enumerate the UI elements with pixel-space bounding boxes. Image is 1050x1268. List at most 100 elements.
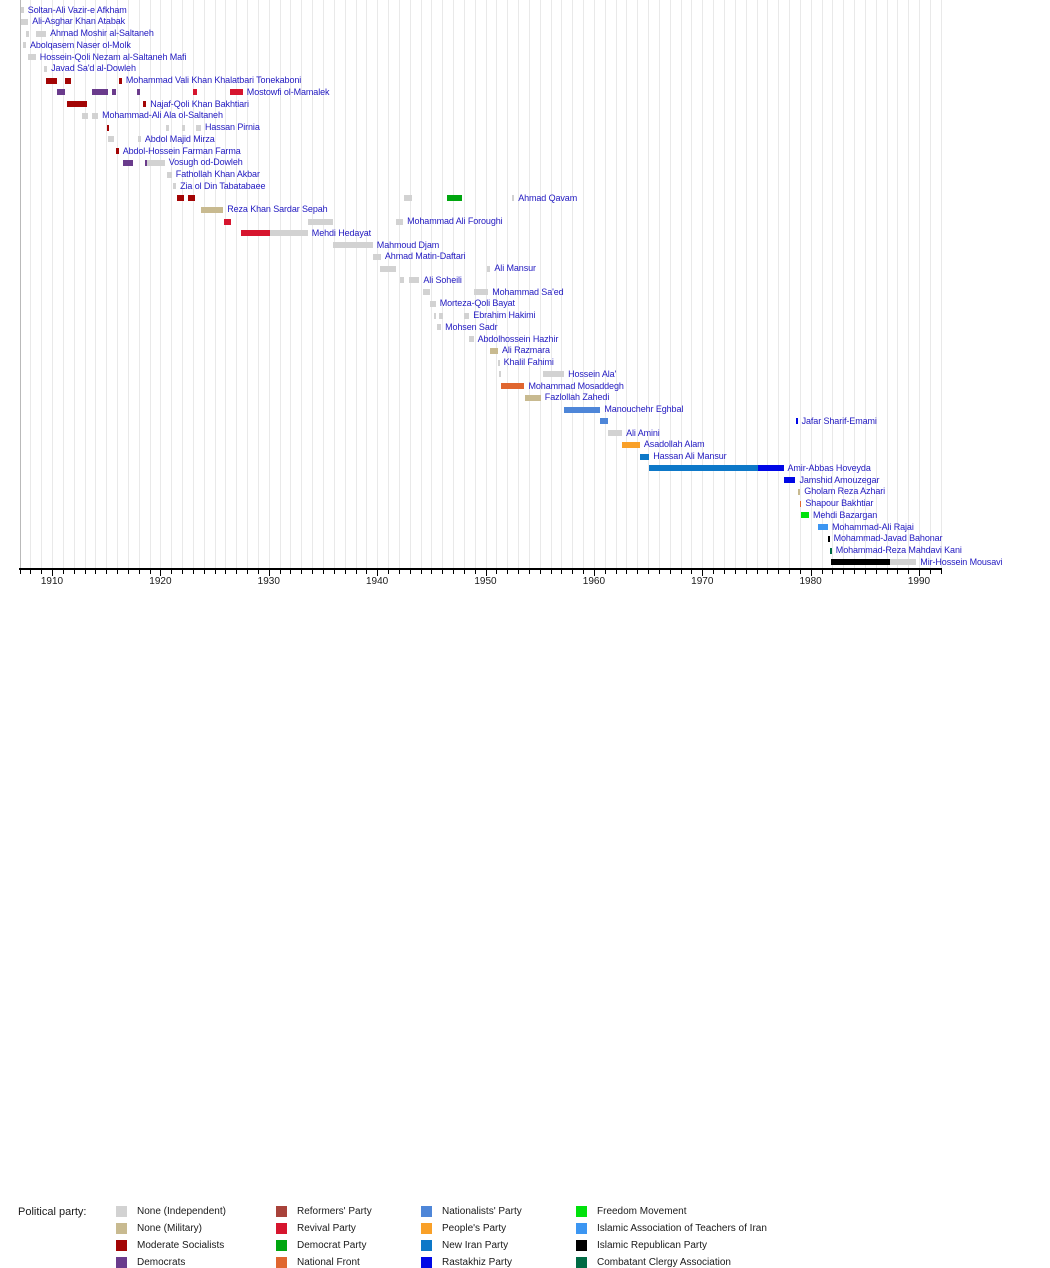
pm-name-label[interactable]: Gholam Reza Azhari: [804, 486, 886, 497]
legend-swatch: [276, 1257, 287, 1268]
term-bar: [107, 124, 110, 131]
pm-name-label[interactable]: Ebrahim Hakimi: [473, 310, 536, 320]
axis-tick: [658, 570, 660, 574]
pm-name-label[interactable]: Mahmoud Djam: [376, 239, 440, 250]
pm-name-label[interactable]: Asadollah Alam: [643, 439, 705, 450]
pm-name-label[interactable]: Zia ol Din Tabatabaee: [180, 180, 266, 191]
axis-tick: [799, 570, 801, 574]
gridline: [127, 0, 129, 568]
axis-tick: [615, 570, 617, 574]
pm-name-label[interactable]: Ali Amini: [626, 427, 660, 438]
legend-swatch: [276, 1206, 287, 1217]
pm-name-label[interactable]: Hossein-Qoli Nezam al-Saltaneh Mafi: [39, 51, 187, 62]
axis-tick: [669, 570, 671, 574]
axis-tick: [810, 570, 812, 576]
pm-name-label[interactable]: Shapour Bakhtiar: [805, 498, 874, 508]
legend-swatch: [421, 1257, 432, 1268]
pm-name-label[interactable]: Mehdi Bazargan: [813, 509, 878, 520]
axis-tick: [257, 570, 259, 574]
gridline: [648, 0, 650, 568]
pm-name-label[interactable]: Abdolhossein Hazhir: [477, 333, 559, 344]
gridline: [713, 0, 715, 568]
pm-name-label[interactable]: Abdol Majid Mirza: [144, 133, 215, 144]
gridline: [398, 0, 400, 568]
pm-name-label[interactable]: Mohammad Ali Foroughi: [407, 216, 503, 226]
axis-tick-label: 1930: [257, 576, 280, 587]
pm-name-label[interactable]: Ali Soheili: [423, 274, 462, 285]
gridline: [62, 0, 64, 568]
term-bar: [434, 312, 437, 319]
legend-label: Rastakhiz Party: [442, 1257, 513, 1268]
gridline: [420, 0, 422, 568]
pm-name-label[interactable]: Reza Khan Sardar Sepah: [227, 204, 328, 215]
pm-name-label[interactable]: Mostowfi ol-Mamalek: [246, 86, 330, 97]
gridline: [864, 0, 866, 568]
term-bar: [799, 500, 802, 507]
term-bar: [307, 218, 333, 225]
gridline: [117, 0, 118, 568]
pm-name-label[interactable]: Jamshid Amouzegar: [799, 474, 880, 485]
gridline: [745, 0, 747, 568]
gridline: [723, 0, 725, 568]
pm-name-label[interactable]: Jafar Sharif-Emami: [801, 415, 877, 426]
axis-tick: [789, 570, 790, 574]
pm-name-label[interactable]: Abolqasem Naser ol-Molk: [30, 39, 131, 50]
pm-name-label[interactable]: Abdol-Hossein Farman Farma: [122, 145, 241, 156]
pm-name-label[interactable]: Mohammad Sa'ed: [492, 286, 564, 297]
pm-name-label[interactable]: Mohammad-Javad Bahonar: [833, 533, 943, 544]
pm-name-label[interactable]: Hassan Ali Mansur: [653, 451, 727, 461]
pm-name-label[interactable]: Ali Razmara: [502, 345, 550, 356]
axis-tick: [908, 570, 910, 574]
term-bar: [143, 101, 147, 107]
axis-tick: [626, 570, 628, 574]
pm-name-label[interactable]: Ali-Asghar Khan Atabak: [32, 16, 126, 27]
pm-name-label[interactable]: Manouchehr Eghbal: [604, 404, 684, 414]
pm-name-label[interactable]: Mohammad Vali Khan Khalatbari Tonekaboni: [125, 75, 302, 85]
axis-tick: [301, 570, 303, 574]
pm-name-label[interactable]: Mohammad-Ali Rajai: [832, 521, 914, 532]
pm-name-label[interactable]: Javad Sa'd al-Dowleh: [51, 63, 136, 74]
pm-name-label[interactable]: Hassan Pirnia: [205, 122, 260, 132]
axis-tick: [388, 570, 389, 574]
pm-name-label[interactable]: Ali Mansur: [494, 263, 536, 273]
term-bar: [182, 124, 186, 131]
gridline: [940, 0, 942, 568]
legend-swatch: [421, 1240, 432, 1251]
term-bar: [64, 77, 71, 84]
axis-tick: [832, 570, 834, 574]
axis-tick: [767, 570, 769, 574]
pm-name-label[interactable]: Fazlollah Zahedi: [544, 392, 610, 403]
pm-name-label[interactable]: Mir-Hossein Mousavi: [920, 556, 1003, 567]
pm-name-label[interactable]: Hossein Ala': [568, 368, 617, 379]
pm-name-label[interactable]: Ahmad Qavam: [518, 192, 578, 203]
axis-tick: [398, 570, 400, 574]
pm-name-label[interactable]: Vosugh od-Dowleh: [168, 157, 243, 168]
pm-name-label[interactable]: Morteza-Qoli Bayat: [439, 298, 515, 309]
axis-tick: [366, 570, 368, 574]
pm-name-label[interactable]: Khalil Fahimi: [503, 357, 554, 367]
pm-name-label[interactable]: Mehdi Hedayat: [311, 227, 372, 238]
pm-name-label[interactable]: Mohammad-Ali Ala ol-Saltaneh: [102, 110, 223, 121]
pm-name-label[interactable]: Najaf-Qoli Khan Bakhtiari: [150, 98, 249, 109]
pm-name-label[interactable]: Mohammad-Reza Mahdavi Kani: [835, 545, 962, 555]
axis-tick: [713, 570, 715, 574]
pm-name-label[interactable]: Mohsen Sadr: [445, 321, 498, 332]
gridline: [561, 0, 563, 568]
axis-tick: [431, 570, 433, 574]
pm-name-label[interactable]: Ahmad Matin-Daftari: [384, 251, 466, 262]
axis-tick: [583, 570, 585, 574]
pm-name-label[interactable]: Ahmad Moshir al-Saltaneh: [50, 28, 154, 38]
axis-tick: [182, 570, 184, 574]
pm-name-label[interactable]: Amir-Abbas Hoveyda: [787, 462, 871, 473]
pm-name-label[interactable]: Fathollah Khan Akbar: [175, 169, 260, 179]
gridline: [680, 0, 682, 568]
gridline: [442, 0, 444, 568]
term-bar: [25, 30, 29, 37]
pm-name-label[interactable]: Soltan-Ali Vazir-e Afkham: [27, 4, 127, 15]
axis-tick: [843, 570, 845, 574]
legend-label: Revival Party: [297, 1223, 356, 1234]
term-bar: [511, 195, 515, 201]
pm-name-label[interactable]: Mohammad Mosaddegh: [528, 380, 624, 391]
axis-tick-label: 1920: [149, 576, 172, 587]
term-bar: [404, 195, 413, 201]
